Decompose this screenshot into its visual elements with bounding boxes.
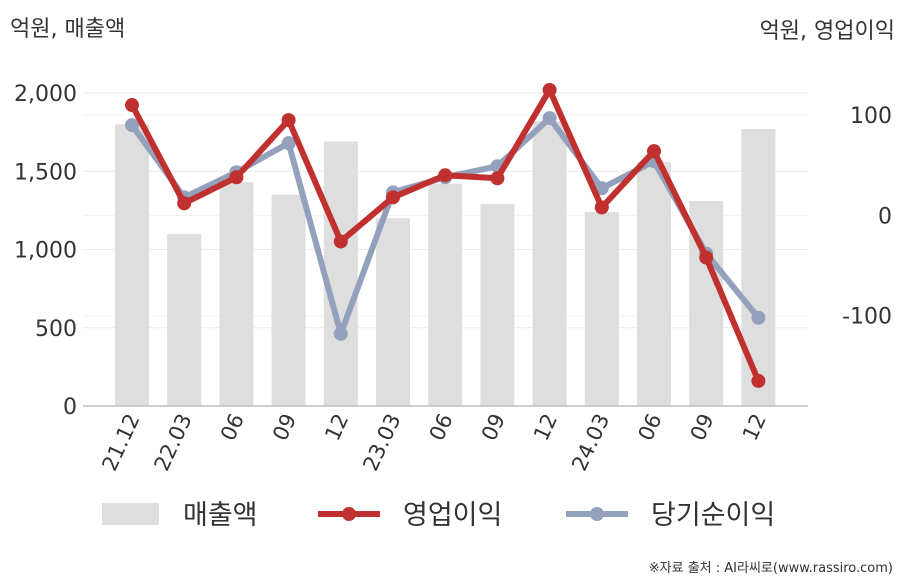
x-tick-label: 09 <box>686 410 719 444</box>
net-income-point <box>281 136 296 151</box>
x-axis-ticks: 21.12 22.03 06 09 12 23.03 06 09 12 24.03 06 09 12 <box>97 410 771 475</box>
net-income-point <box>333 326 348 341</box>
right-tick-label: -100 <box>842 305 892 330</box>
left-tick-label: 1,500 <box>14 160 77 185</box>
legend-item-operating-profit: 영업이익 <box>318 500 502 531</box>
x-tick-label: 21.12 <box>97 410 144 475</box>
revenue-bar <box>637 161 671 406</box>
operating-profit-point <box>699 250 714 265</box>
x-tick-label: 06 <box>633 410 666 444</box>
bar-series-revenue <box>115 121 776 407</box>
x-tick-label: 22.03 <box>150 410 197 475</box>
revenue-bar <box>323 141 358 406</box>
legend-item-net-income: 당기순이익 <box>566 500 775 531</box>
x-tick-label: 06 <box>216 410 249 444</box>
operating-profit-point <box>647 144 661 159</box>
operating-profit-point <box>490 171 505 186</box>
operating-profit-point <box>281 113 296 128</box>
revenue-bar <box>428 183 463 406</box>
legend-swatch-marker <box>590 507 604 521</box>
operating-profit-point <box>177 196 192 211</box>
operating-profit-point <box>594 200 609 215</box>
x-tick-label: 09 <box>268 410 301 444</box>
line-series-operating-profit <box>125 82 766 388</box>
revenue-bar <box>532 121 567 407</box>
right-tick-label: 0 <box>878 204 892 229</box>
revenue-bar <box>219 182 254 406</box>
operating-profit-point <box>542 82 557 97</box>
net-income-point <box>125 118 139 133</box>
revenue-bar <box>376 218 410 406</box>
operating-profit-point <box>125 98 139 113</box>
legend-swatch <box>102 503 159 525</box>
x-tick-label: 09 <box>477 410 510 444</box>
revenue-bar <box>271 194 306 406</box>
left-tick-label: 1,000 <box>14 239 77 264</box>
right-axis-ticks: -100 0 100 <box>842 104 892 330</box>
x-tick-label: 12 <box>320 410 353 444</box>
net-income-point <box>594 181 609 196</box>
legend-label: 당기순이익 <box>651 500 775 531</box>
net-income-point <box>542 111 557 126</box>
revenue-bar <box>741 128 776 406</box>
left-axis-unit-label: 억원, 매출액 <box>10 17 125 42</box>
left-tick-label: 0 <box>63 395 77 420</box>
left-tick-label: 500 <box>35 317 77 342</box>
revenue-bar <box>115 124 149 407</box>
x-tick-label: 24.03 <box>567 410 614 475</box>
x-tick-label: 06 <box>425 410 458 444</box>
revenue-bar <box>167 233 202 406</box>
operating-profit-point <box>333 234 348 249</box>
operating-profit-point <box>751 373 766 388</box>
legend-swatch-marker <box>342 507 356 521</box>
right-axis-unit-label: 억원, 영업이익 <box>760 19 895 44</box>
legend-label: 매출액 <box>183 500 258 531</box>
x-tick-label: 23.03 <box>358 410 405 475</box>
operating-profit-point <box>438 168 453 183</box>
left-tick-label: 2,000 <box>14 82 77 107</box>
left-axis-ticks: 0 500 1,000 1,500 2,000 <box>14 82 77 420</box>
net-income-point <box>751 310 766 325</box>
right-tick-label: 100 <box>850 104 892 129</box>
operating-profit-point <box>229 170 244 185</box>
legend-label: 영업이익 <box>403 500 502 531</box>
x-tick-label: 12 <box>738 410 771 444</box>
line-series <box>125 82 766 388</box>
legend-item-revenue: 매출액 <box>102 500 258 531</box>
source-note: ※자료 출처 : AI라씨로(www.rassiro.com) <box>649 561 893 576</box>
x-tick-label: 12 <box>529 410 562 444</box>
revenue-bar <box>584 211 619 406</box>
revenue-bar <box>480 204 515 406</box>
operating-profit-point <box>386 190 400 205</box>
legend: 매출액 영업이익 당기순이익 <box>102 500 775 531</box>
